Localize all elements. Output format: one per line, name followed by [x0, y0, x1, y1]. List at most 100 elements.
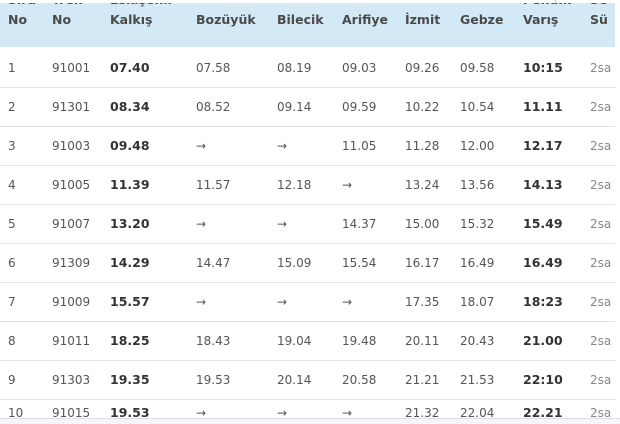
- cell-arifiye: →: [342, 406, 353, 420]
- cell-bozuyuk: 11.57: [196, 178, 231, 192]
- cell-pendik-varis: 11.11: [523, 99, 563, 114]
- cell-bozuyuk: →: [196, 406, 207, 420]
- cell-tren-no: 91301: [52, 100, 91, 114]
- cell-bozuyuk: 18.43: [196, 334, 231, 348]
- cell-arifiye: 19.48: [342, 334, 377, 348]
- cell-sira-no: 8: [8, 334, 16, 348]
- table-row: 10 91015 19.53 → → → 21.32 22.04 22.21 2sa: [0, 400, 615, 423]
- cell-sira-no: 7: [8, 295, 16, 309]
- cell-izmit: 20.11: [405, 334, 440, 348]
- header-line1: Pendik: [523, 3, 571, 10]
- cell-seyahat-suresi: 2sa: [590, 295, 612, 309]
- cell-bilecik: →: [277, 295, 288, 309]
- cell-seyahat-suresi: 2sa: [590, 373, 612, 387]
- cell-sira-no: 9: [8, 373, 16, 387]
- horizontal-scrollbar[interactable]: [0, 418, 620, 424]
- cell-tren-no: 91003: [52, 139, 91, 153]
- cell-gebze: 22.04: [460, 406, 495, 420]
- header-line1: Tren: [52, 3, 83, 10]
- cell-seyahat-suresi: 2sa: [590, 334, 612, 348]
- cell-izmit: 10.22: [405, 100, 440, 114]
- cell-eskisehir-kalkis: 19.35: [110, 372, 150, 387]
- cell-seyahat-suresi: 2sa: [590, 256, 612, 270]
- cell-seyahat-suresi: 2sa: [590, 61, 612, 75]
- cell-bilecik: 09.14: [277, 100, 312, 114]
- cell-bozuyuk: →: [196, 217, 207, 231]
- table-row: 7 91009 15.57 → → → 17.35 18.07 18:23 2sa: [0, 283, 615, 322]
- cell-izmit: 09.26: [405, 61, 440, 75]
- cell-pendik-varis: 18:23: [523, 294, 563, 309]
- cell-bozuyuk: →: [196, 295, 207, 309]
- cell-eskisehir-kalkis: 14.29: [110, 255, 150, 270]
- cell-arifiye: 11.05: [342, 139, 377, 153]
- header-line2: Gebze: [460, 12, 504, 27]
- cell-bozuyuk: 07.58: [196, 61, 231, 75]
- cell-izmit: 17.35: [405, 295, 440, 309]
- cell-tren-no: 91009: [52, 295, 91, 309]
- cell-arifiye: 14.37: [342, 217, 377, 231]
- header-line1: Se: [590, 3, 608, 10]
- header-line2: No: [8, 12, 28, 27]
- cell-seyahat-suresi: 2sa: [590, 217, 612, 231]
- cell-bilecik: 19.04: [277, 334, 312, 348]
- cell-izmit: 21.32: [405, 406, 440, 420]
- table-row: 8 91011 18.25 18.43 19.04 19.48 20.11 20.43 21.0…: [0, 322, 615, 361]
- cell-gebze: 09.58: [460, 61, 495, 75]
- header-izmit: İzmit: [405, 10, 440, 30]
- header-line2: Bozüyük: [196, 12, 256, 27]
- cell-seyahat-suresi: 2sa: [590, 406, 612, 420]
- header-line2: Arifiye: [342, 12, 389, 27]
- header-line1: Sıra: [8, 3, 36, 10]
- header-seyahat-suresi: Se Sü: [590, 3, 608, 30]
- cell-pendik-varis: 10:15: [523, 60, 563, 75]
- header-bilecik: Bilecik: [277, 10, 324, 30]
- cell-tren-no: 91007: [52, 217, 91, 231]
- cell-bozuyuk: 14.47: [196, 256, 231, 270]
- cell-arifiye: 09.59: [342, 100, 377, 114]
- cell-gebze: 15.32: [460, 217, 495, 231]
- cell-sira-no: 1: [8, 61, 16, 75]
- cell-izmit: 11.28: [405, 139, 440, 153]
- cell-eskisehir-kalkis: 08.34: [110, 99, 150, 114]
- header-line2: Bilecik: [277, 12, 324, 27]
- cell-pendik-varis: 14.13: [523, 177, 563, 192]
- table-header: Sıra No Tren No Eskişehir Kalkış Bozüyük Bileci…: [0, 3, 615, 47]
- cell-eskisehir-kalkis: 13.20: [110, 216, 150, 231]
- cell-bozuyuk: 19.53: [196, 373, 231, 387]
- cell-seyahat-suresi: 2sa: [590, 100, 612, 114]
- cell-tren-no: 91303: [52, 373, 91, 387]
- cell-bozuyuk: →: [196, 139, 207, 153]
- cell-tren-no: 91309: [52, 256, 91, 270]
- cell-sira-no: 10: [8, 406, 24, 420]
- cell-gebze: 16.49: [460, 256, 495, 270]
- cell-sira-no: 4: [8, 178, 16, 192]
- cell-sira-no: 5: [8, 217, 16, 231]
- header-pendik-varis: Pendik Varış: [523, 3, 571, 30]
- cell-arifiye: 20.58: [342, 373, 377, 387]
- header-line1: Eskişehir: [110, 3, 174, 10]
- header-sira-no: Sıra No: [8, 3, 36, 30]
- cell-tren-no: 91001: [52, 61, 91, 75]
- cell-bozuyuk: 08.52: [196, 100, 231, 114]
- cell-izmit: 13.24: [405, 178, 440, 192]
- cell-seyahat-suresi: 2sa: [590, 139, 612, 153]
- cell-eskisehir-kalkis: 11.39: [110, 177, 150, 192]
- header-eskisehir-kalkis: Eskişehir Kalkış: [110, 3, 174, 30]
- cell-bilecik: 20.14: [277, 373, 312, 387]
- cell-gebze: 10.54: [460, 100, 495, 114]
- cell-bilecik: →: [277, 217, 288, 231]
- table-row: 6 91309 14.29 14.47 15.09 15.54 16.17 16.49 16.4…: [0, 244, 615, 283]
- cell-izmit: 16.17: [405, 256, 440, 270]
- cell-eskisehir-kalkis: 09.48: [110, 138, 150, 153]
- cell-pendik-varis: 12.17: [523, 138, 563, 153]
- table-row: 9 91303 19.35 19.53 20.14 20.58 21.21 21.53 22:1…: [0, 361, 615, 400]
- table-row: 5 91007 13.20 → → 14.37 15.00 15.32 15.49 2sa: [0, 205, 615, 244]
- cell-bilecik: →: [277, 139, 288, 153]
- cell-gebze: 18.07: [460, 295, 495, 309]
- cell-pendik-varis: 16.49: [523, 255, 563, 270]
- cell-arifiye: 09.03: [342, 61, 377, 75]
- cell-tren-no: 91005: [52, 178, 91, 192]
- cell-tren-no: 91015: [52, 406, 91, 420]
- cell-bilecik: 12.18: [277, 178, 312, 192]
- header-arifiye: Arifiye: [342, 10, 388, 30]
